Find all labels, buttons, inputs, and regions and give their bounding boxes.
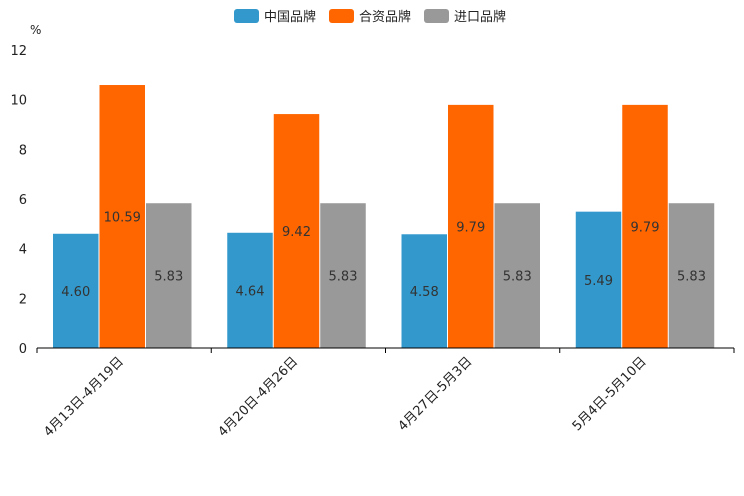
bar-series1-cat3 [622, 104, 668, 348]
bar-series0-cat0 [53, 233, 99, 348]
legend-swatch-0 [234, 9, 259, 23]
legend-swatch-1 [329, 9, 354, 23]
bar-label-series2-cat0: 5.83 [154, 270, 183, 285]
bar-label-series2-cat1: 5.83 [329, 270, 358, 285]
bar-label-series1-cat1: 9.42 [282, 225, 311, 240]
bar-series2-cat1 [320, 203, 366, 348]
bar-series0-cat2 [401, 234, 447, 348]
bar-series1-cat1 [273, 114, 320, 348]
x-tick-label-1: 4月20日-4月26日 [215, 354, 301, 440]
x-tick-label-3: 5月4日-5月10日 [570, 354, 650, 434]
bar-label-series0-cat2: 4.58 [410, 285, 439, 300]
y-tick-label-2: 4 [19, 243, 27, 258]
y-tick-label-4: 8 [19, 143, 27, 158]
legend-label-0: 中国品牌 [264, 9, 316, 25]
bar-label-series1-cat2: 9.79 [456, 220, 485, 235]
legend-label-2: 进口品牌 [454, 9, 506, 25]
bar-label-series2-cat3: 5.83 [677, 270, 706, 285]
bar-series1-cat2 [448, 104, 494, 348]
y-axis-unit: % [30, 23, 41, 37]
bar-series0-cat1 [227, 232, 273, 348]
x-axis: 4月13日-4月19日 4月20日-4月26日 4月27日-5月3日 5月4日-5月1… [36, 347, 735, 440]
legend-label-1: 合资品牌 [359, 9, 411, 25]
y-axis: 0 2 4 6 8 10 12 [10, 44, 27, 357]
bar-label-series0-cat3: 5.49 [584, 274, 613, 289]
bar-series2-cat0 [146, 203, 192, 348]
y-tick-label-1: 2 [19, 292, 27, 307]
y-tick-label-5: 10 [10, 94, 27, 109]
bar-label-series1-cat3: 9.79 [631, 220, 660, 235]
bar-series1-cat0 [99, 85, 145, 348]
bar-label-series0-cat0: 4.60 [61, 285, 90, 300]
y-tick-label-0: 0 [19, 342, 27, 357]
bar-series2-cat3 [668, 203, 715, 348]
bar-label-series2-cat2: 5.83 [503, 270, 532, 285]
bar-label-series1-cat0: 10.59 [104, 211, 141, 226]
x-tick-label-2: 4月27日-5月3日 [396, 354, 476, 434]
legend: 中国品牌 合资品牌 进口品牌 [234, 9, 506, 25]
bar-series0-cat3 [575, 211, 622, 348]
y-tick-label-6: 12 [10, 44, 27, 59]
legend-swatch-2 [424, 9, 449, 23]
bar-label-series0-cat1: 4.64 [236, 284, 265, 299]
bar-series2-cat2 [494, 203, 540, 348]
y-tick-label-3: 6 [19, 193, 27, 208]
x-tick-label-0: 4月13日-4月19日 [41, 354, 127, 440]
bars: 4.60 10.59 5.83 4.64 9.42 5.83 4.58 9.79 5.83 5.4… [53, 85, 715, 348]
